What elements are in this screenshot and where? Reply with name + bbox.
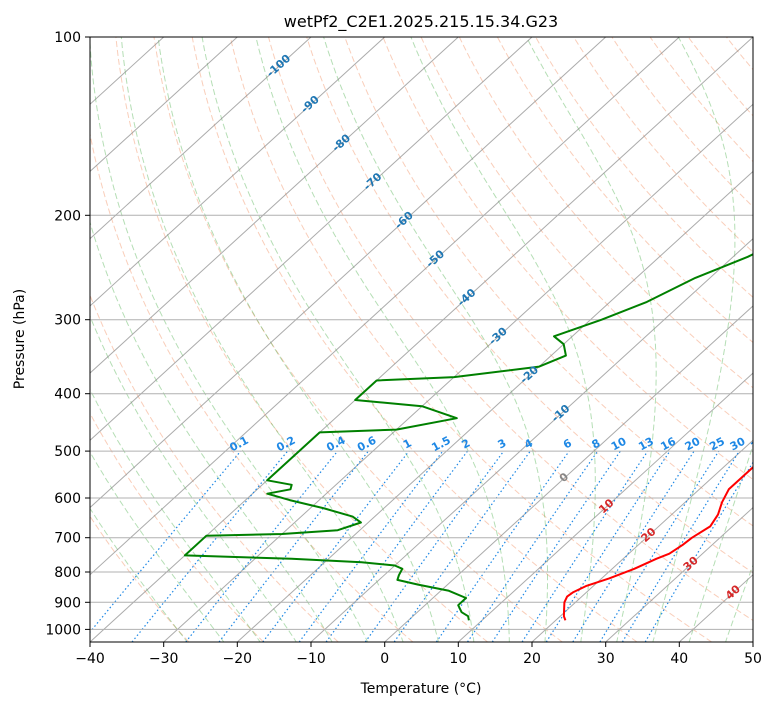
- x-axis: −40 −30 −20 −10 0 10 20 30 40 50: [75, 642, 762, 667]
- y-tick-label: 400: [54, 387, 81, 403]
- isotherm-line: [310, 237, 753, 642]
- mixing-ratio-line: [185, 450, 339, 642]
- dry-adiabat-line: [90, 515, 190, 642]
- x-tick-label: −20: [223, 651, 253, 667]
- mixing-ratio-line: [218, 450, 369, 642]
- mixing-ratio-line: [545, 450, 671, 642]
- background-lines: [90, 37, 753, 642]
- y-tick-label: 700: [54, 531, 81, 547]
- y-tick-label: 200: [54, 208, 81, 224]
- mixing-ratio-line: [393, 450, 531, 642]
- chart-title: wetPf2_C2E1.2025.215.15.34.G23: [284, 12, 558, 32]
- moist-adiabat-line: [157, 37, 440, 642]
- isotherm-line: [457, 372, 753, 642]
- mixing-ratio-label: 16: [658, 435, 678, 454]
- mixing-ratio-label: 36: [749, 435, 769, 454]
- x-tick-label: −40: [75, 651, 105, 667]
- y-tick-label: 900: [54, 595, 81, 611]
- line-labels: 0.10.20.40.611.52346810131620253036-100-…: [227, 52, 769, 603]
- isotherm-line: [90, 37, 238, 173]
- sounding-traces: [183, 253, 753, 621]
- x-tick-label: 50: [744, 651, 762, 667]
- y-axis: 100 200 300 400 500 600 700 800 900 1000: [45, 30, 90, 638]
- isotherm-line: [90, 37, 607, 509]
- dry-adiabat-line: [382, 37, 753, 481]
- dry-adiabat-line: [90, 131, 414, 642]
- moist-adiabat-line: [323, 37, 548, 642]
- isotherm-line: [605, 506, 753, 642]
- mixing-ratio-line: [467, 450, 599, 642]
- isotherm-line: [90, 37, 459, 374]
- dry-adiabat-line: [90, 412, 264, 642]
- isotherm-line: [236, 170, 753, 642]
- moist-adiabat-line: [255, 37, 510, 642]
- y-tick-label: 300: [54, 313, 81, 329]
- y-tick-label: 100: [54, 30, 81, 46]
- x-tick-label: 30: [597, 651, 615, 667]
- temperature-trace: [562, 465, 753, 621]
- mixing-ratio-line: [644, 461, 753, 642]
- mixing-ratio-line: [262, 450, 410, 642]
- x-axis-title: Temperature (°C): [360, 681, 482, 697]
- mixing-ratio-label: 10: [609, 435, 629, 454]
- mixing-ratio-line: [364, 450, 505, 642]
- dry-adiabat-line: [90, 293, 339, 642]
- moist-adiabat-line: [120, 37, 404, 642]
- isotherm-line: [531, 439, 753, 642]
- y-axis-title: Pressure (hPa): [12, 289, 28, 389]
- moist-adiabat-line: [525, 37, 657, 642]
- moist-adiabat-line: [90, 220, 333, 642]
- mixing-ratio-label: 25: [707, 435, 727, 454]
- mixing-ratio-line: [621, 450, 740, 642]
- pressure-gridlines: [90, 37, 753, 630]
- dry-adiabat-line: [496, 37, 753, 344]
- dry-adiabat-line: [306, 37, 753, 574]
- x-tick-label: 0: [380, 651, 389, 667]
- mixing-ratio-line: [572, 450, 695, 642]
- isotherm-line: [163, 103, 753, 642]
- dry-adiabat-line: [153, 37, 563, 642]
- dry-adiabat-line: [649, 37, 753, 163]
- mixing-ratio-line: [599, 450, 720, 642]
- x-tick-label: 20: [523, 651, 541, 667]
- dewpoint-trace: [183, 253, 753, 621]
- dry-adiabat-line: [191, 37, 638, 642]
- x-tick-label: 40: [670, 651, 688, 667]
- y-tick-label: 1000: [45, 622, 81, 638]
- x-tick-label: −30: [149, 651, 179, 667]
- moist-adiabat-line: [688, 443, 753, 642]
- dry-adiabat-line: [115, 37, 488, 642]
- mixing-ratio-line: [90, 450, 242, 634]
- mixing-ratio-label: 20: [683, 435, 703, 454]
- isotherm-line: [90, 37, 386, 307]
- x-tick-label: 10: [449, 651, 467, 667]
- mixing-ratio-label: 13: [636, 435, 656, 454]
- moist-adiabat-line: [90, 37, 369, 642]
- mixing-ratio-label: 30: [728, 435, 748, 454]
- isotherm-line: [90, 37, 312, 240]
- y-tick-label: 500: [54, 444, 81, 460]
- moist-adiabat-line: [201, 37, 475, 642]
- y-tick-label: 600: [54, 491, 81, 507]
- dry-adiabat-line: [535, 37, 753, 298]
- moist-adiabat-line: [652, 37, 736, 642]
- isotherm-line: [90, 37, 533, 442]
- moist-adiabat-line: [90, 388, 261, 642]
- mixing-ratio-line: [131, 450, 289, 642]
- dry-adiabat-line: [268, 37, 753, 622]
- x-tick-label: −10: [296, 651, 326, 667]
- y-tick-label: 800: [54, 565, 81, 581]
- isotherm-line: [384, 305, 753, 642]
- dry-adiabat-line: [611, 37, 753, 208]
- plot-frame: [89, 36, 754, 643]
- dry-adiabat-line: [573, 37, 753, 253]
- dry-adiabat-line: [229, 37, 712, 642]
- isotherm-line: [90, 37, 680, 576]
